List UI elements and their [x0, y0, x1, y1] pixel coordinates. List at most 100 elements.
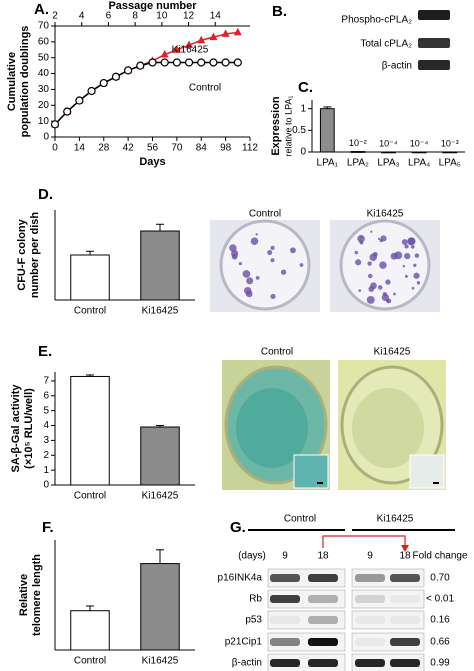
x-tick-label: 70: [171, 143, 183, 154]
blot-band: [390, 638, 420, 646]
y-axis-label: Relative: [18, 574, 30, 616]
arrow: [322, 535, 406, 548]
panel-label: B.: [272, 3, 287, 20]
value-label: 10⁻³: [441, 138, 459, 148]
colony: [250, 237, 259, 245]
colony: [394, 251, 403, 260]
colony: [369, 253, 377, 261]
colony: [270, 293, 276, 300]
y-tick-label: 3: [43, 435, 49, 446]
y-tick-label: 0.5: [292, 125, 306, 136]
x-tick-label: 28: [98, 143, 110, 154]
colony: [368, 273, 373, 279]
marker: [172, 45, 181, 53]
blot-row-label: p16INK4a: [218, 573, 263, 584]
group-label: Ki16425: [377, 514, 414, 525]
y-axis-label: CFU-F colony: [16, 218, 28, 290]
y-tick-label: 20: [38, 100, 50, 111]
colony: [401, 239, 408, 245]
y-axis-label: SA-β-Gal activity: [10, 384, 22, 473]
x-tick-label: LPA₂: [347, 158, 369, 169]
marker: [221, 58, 230, 67]
y-axis-label: Expression: [270, 96, 282, 156]
colony: [246, 277, 254, 285]
marker: [197, 58, 206, 67]
y-tick-label: 70: [38, 21, 50, 32]
y-tick-label: 4: [43, 420, 49, 431]
colony: [402, 265, 406, 268]
blot-band: [308, 659, 338, 667]
series-label: Control: [189, 83, 221, 94]
colony: [267, 249, 273, 256]
blot-label: β-actin: [382, 61, 412, 72]
colony: [381, 293, 390, 302]
blot-band: [270, 659, 300, 667]
colony: [393, 292, 396, 296]
y-axis-label: (×10⁵ RLU/well): [23, 388, 35, 469]
fold-header: Fold change: [412, 551, 467, 562]
panel-label: C.: [298, 79, 313, 96]
marker: [221, 29, 230, 37]
blot-frame: [267, 568, 346, 588]
fold-change: 0.99: [430, 658, 450, 669]
blot-band: [418, 38, 450, 48]
x-tick-label: 112: [242, 143, 258, 154]
blot-band: [308, 616, 338, 624]
blot-band: [270, 574, 300, 582]
y-axis-label: relative to LPA₁: [283, 96, 293, 157]
x-axis-label: Days: [139, 156, 165, 168]
x2-tick-label: 4: [79, 11, 85, 22]
blot-band: [270, 638, 300, 646]
blot-band: [355, 638, 385, 646]
y-tick-label: 1: [300, 103, 306, 114]
day: 18: [399, 551, 411, 562]
blot-band: [355, 659, 385, 667]
colony: [357, 235, 365, 243]
photo-label: Control: [249, 209, 281, 220]
value-label: 10⁻⁴: [410, 138, 429, 148]
x-tick-label: LPA₅: [439, 158, 461, 169]
stain: [352, 388, 424, 468]
marker: [233, 58, 242, 67]
day: 9: [282, 551, 288, 562]
blot-label: Total cPLA₂: [360, 39, 412, 50]
marker: [197, 35, 206, 44]
colony: [229, 244, 237, 252]
blot-band: [308, 595, 338, 603]
colony: [270, 245, 275, 251]
days-label: (days): [238, 551, 266, 562]
x2-tick-label: 12: [183, 11, 195, 22]
x-tick-label: Control: [74, 306, 106, 317]
colony: [255, 233, 258, 236]
arrow-head: [401, 545, 409, 552]
colony: [270, 258, 275, 263]
series-line: [54, 31, 238, 125]
blot-band: [270, 595, 300, 603]
colony: [404, 274, 408, 278]
blot-frame: [351, 610, 425, 630]
y-axis-label: number per dish: [29, 212, 41, 298]
blots: [267, 10, 450, 671]
y-tick-label: 7: [43, 376, 49, 387]
blot-band: [308, 574, 338, 582]
x-tick-label: 42: [123, 143, 135, 154]
colony: [377, 285, 383, 290]
colony: [413, 272, 420, 279]
marker: [185, 40, 194, 49]
colony: [230, 249, 239, 258]
panel-label: G.: [230, 519, 246, 536]
blot-band: [355, 616, 385, 624]
bar: [350, 151, 366, 153]
x-tick-label: 14: [74, 143, 86, 154]
x2-tick-label: 8: [132, 11, 138, 22]
photo-label: Control: [261, 347, 293, 358]
dish: [219, 219, 311, 311]
colony: [404, 244, 409, 249]
photo-label: Ki16425: [374, 347, 411, 358]
colony: [280, 269, 287, 275]
blot-row-label: β-actin: [232, 658, 262, 669]
colony: [416, 281, 421, 285]
blot-band: [355, 595, 385, 603]
colony: [289, 247, 296, 254]
